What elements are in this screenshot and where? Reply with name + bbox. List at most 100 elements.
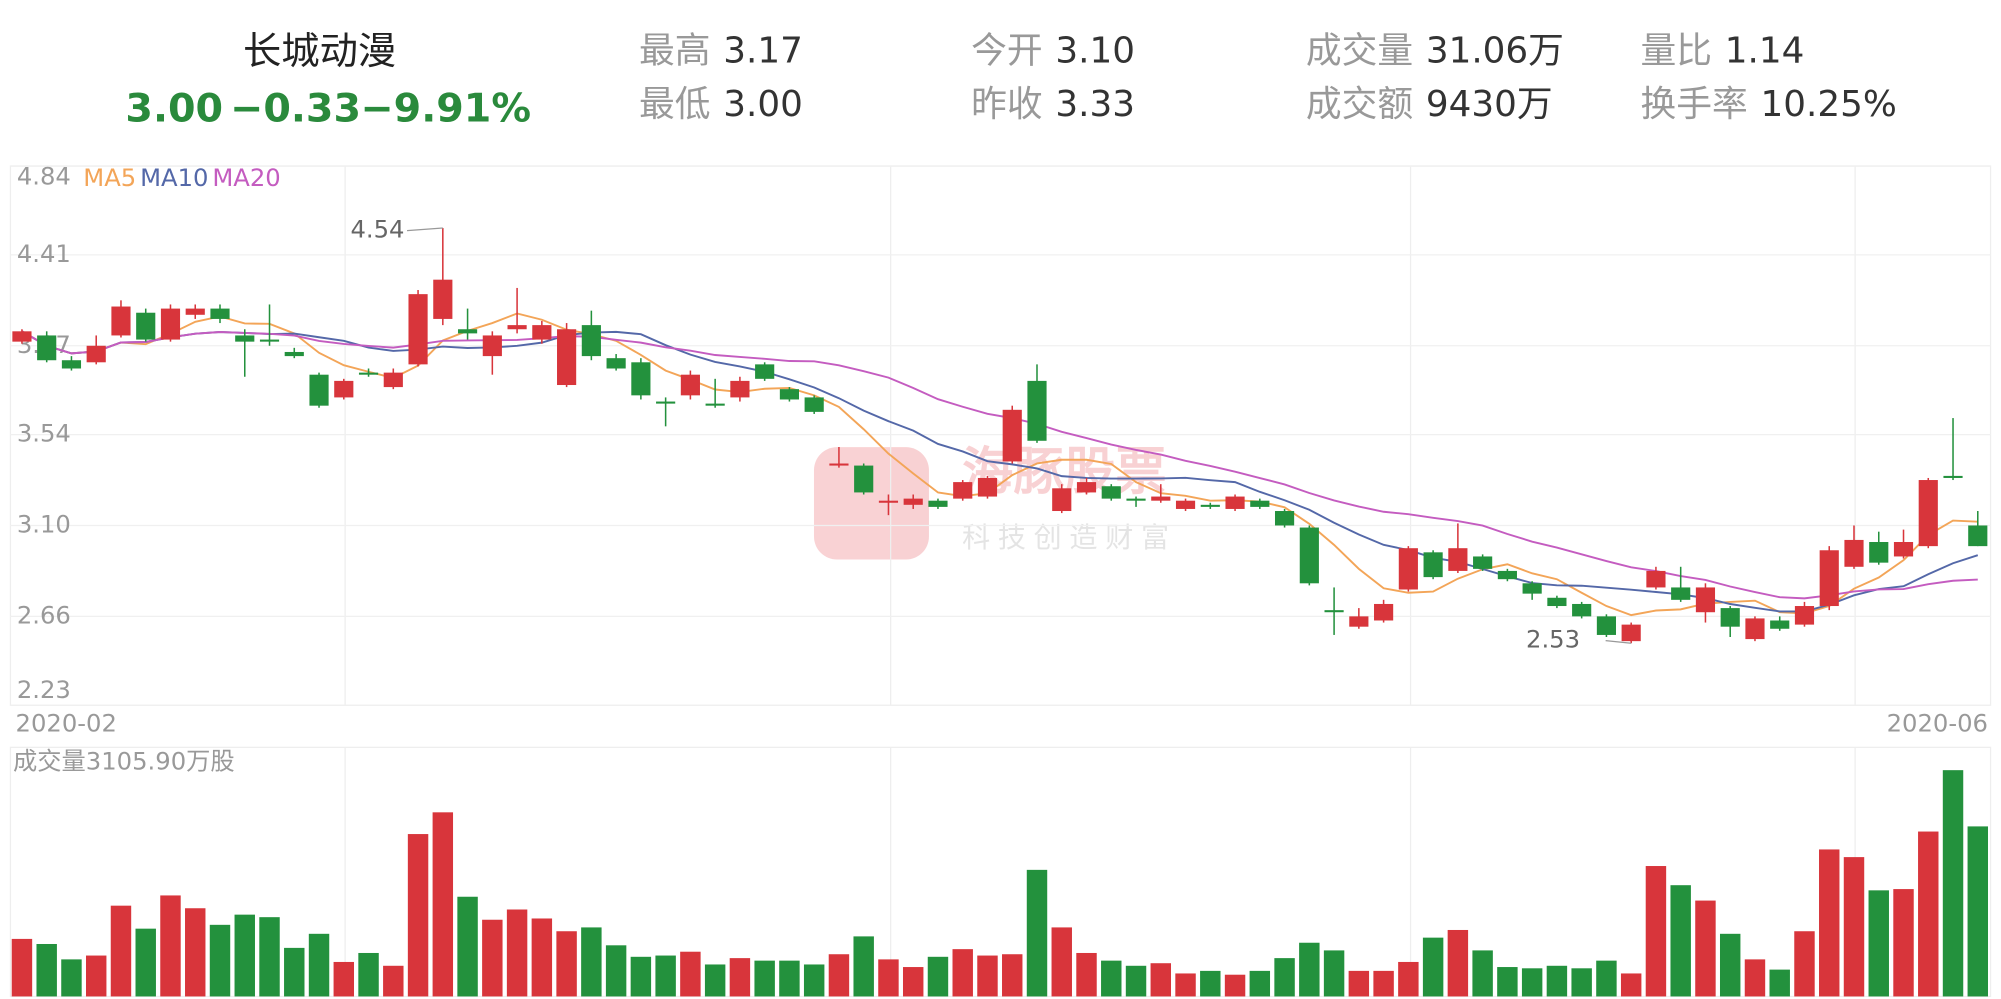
candle-body (1572, 603, 1592, 617)
volume-bar (1051, 927, 1072, 997)
candle-body (482, 335, 502, 357)
volume-bar (259, 917, 280, 997)
y-tick-label: 2.23 (17, 675, 71, 704)
volume-bar (1769, 969, 1790, 997)
candle-body (1052, 488, 1072, 512)
volume-bar (1249, 970, 1271, 997)
volume-bar (209, 924, 231, 997)
volume-bar (581, 927, 602, 997)
volume-bar (1967, 826, 1989, 997)
volume-bar (1422, 937, 1444, 997)
candle-body (581, 325, 601, 357)
candle-body (1225, 496, 1245, 509)
volume-bar (1125, 965, 1147, 997)
volume-bar (432, 812, 454, 997)
volume-bar (655, 955, 676, 997)
volume-bar (482, 919, 503, 997)
volume-bar (1645, 866, 1667, 997)
candle-body (1671, 587, 1691, 600)
volume-bar (333, 961, 355, 997)
candle-body (953, 482, 973, 499)
volume-bar (1323, 950, 1345, 997)
candle-body (284, 351, 304, 357)
stat-label: 换手率 (1641, 84, 1748, 125)
candle-body (1250, 500, 1270, 507)
candle-body (1448, 548, 1468, 571)
candle-body (730, 380, 750, 398)
candle-body (1076, 482, 1097, 493)
volume-bar (506, 909, 528, 997)
candle-body (1473, 556, 1493, 569)
candle-body (309, 374, 329, 406)
stat-value: 9430万 (1426, 84, 1553, 125)
candle-body (408, 294, 428, 365)
candle-body (210, 308, 230, 319)
candle-body (1869, 541, 1889, 563)
legend-entry: MA5 (83, 163, 136, 192)
price-pane (9, 165, 1992, 706)
candle-body (1720, 608, 1740, 627)
stat-value: 10.25% (1761, 84, 1897, 125)
volume-bar (1497, 967, 1518, 997)
stat-label: 最高 (639, 30, 711, 71)
stat-label: 昨收 (971, 84, 1043, 125)
stat-value: 3.17 (723, 30, 803, 71)
volume-bar (11, 938, 33, 997)
candle-body (235, 335, 255, 342)
y-tick-label: 4.41 (17, 239, 71, 268)
candle-body (61, 360, 82, 369)
x-tick-label: 2020-02 (16, 708, 117, 737)
candle-body (557, 329, 577, 386)
volume-bar (779, 960, 800, 997)
volume-bar (754, 960, 775, 997)
candle-body (1646, 570, 1666, 588)
candle-body (1324, 610, 1344, 613)
candle-body (1027, 380, 1047, 441)
legend-entry: MA10 (140, 163, 208, 192)
candle-body (1522, 583, 1542, 594)
ma-line (21, 312, 1978, 617)
volume-bar (1571, 968, 1592, 997)
candle-body (878, 500, 899, 503)
stat-label: 最低 (639, 84, 711, 125)
candle-body (1621, 624, 1641, 642)
volume-bar (1175, 973, 1196, 997)
stat-value: 3.10 (1055, 30, 1135, 71)
min-leader (1605, 640, 1632, 644)
ma-line (21, 330, 1979, 613)
stat-value: 1.14 (1725, 30, 1805, 71)
volume-bar (1794, 931, 1815, 997)
volume-bar (1472, 950, 1493, 997)
stat-label: 今开 (971, 30, 1043, 71)
volume-bar (110, 905, 132, 997)
volume-bar (358, 952, 379, 997)
volume-bar (1224, 974, 1246, 997)
volume-bar (284, 947, 305, 997)
candle-body (457, 329, 478, 334)
volume-bar (1918, 831, 1939, 997)
candle-body (433, 279, 453, 319)
volume-bar (1620, 973, 1642, 997)
volume-bar (853, 936, 874, 997)
candle-body (1968, 525, 1988, 547)
min-label: 2.53 (1526, 625, 1580, 654)
volume-bar (36, 943, 57, 997)
volume-bar (407, 834, 429, 997)
watermark: 海豚股票 科技创造财富 (813, 443, 1169, 560)
volume-bar (1076, 952, 1097, 997)
volume-bar (1942, 770, 1964, 997)
volume-bar (85, 955, 107, 997)
stock-name: 长城动漫 (243, 29, 396, 74)
stat-label: 量比 (1641, 30, 1713, 71)
legend-entry: MA20 (212, 163, 280, 192)
candle-body (631, 362, 651, 396)
candle-body (804, 397, 824, 412)
candle-body (680, 374, 700, 396)
volume-bar (1868, 890, 1889, 997)
candle-body (1497, 570, 1517, 580)
candle-body (606, 358, 626, 369)
candle-body (12, 331, 32, 342)
candle-body (259, 339, 280, 342)
volume-bar (605, 945, 627, 997)
